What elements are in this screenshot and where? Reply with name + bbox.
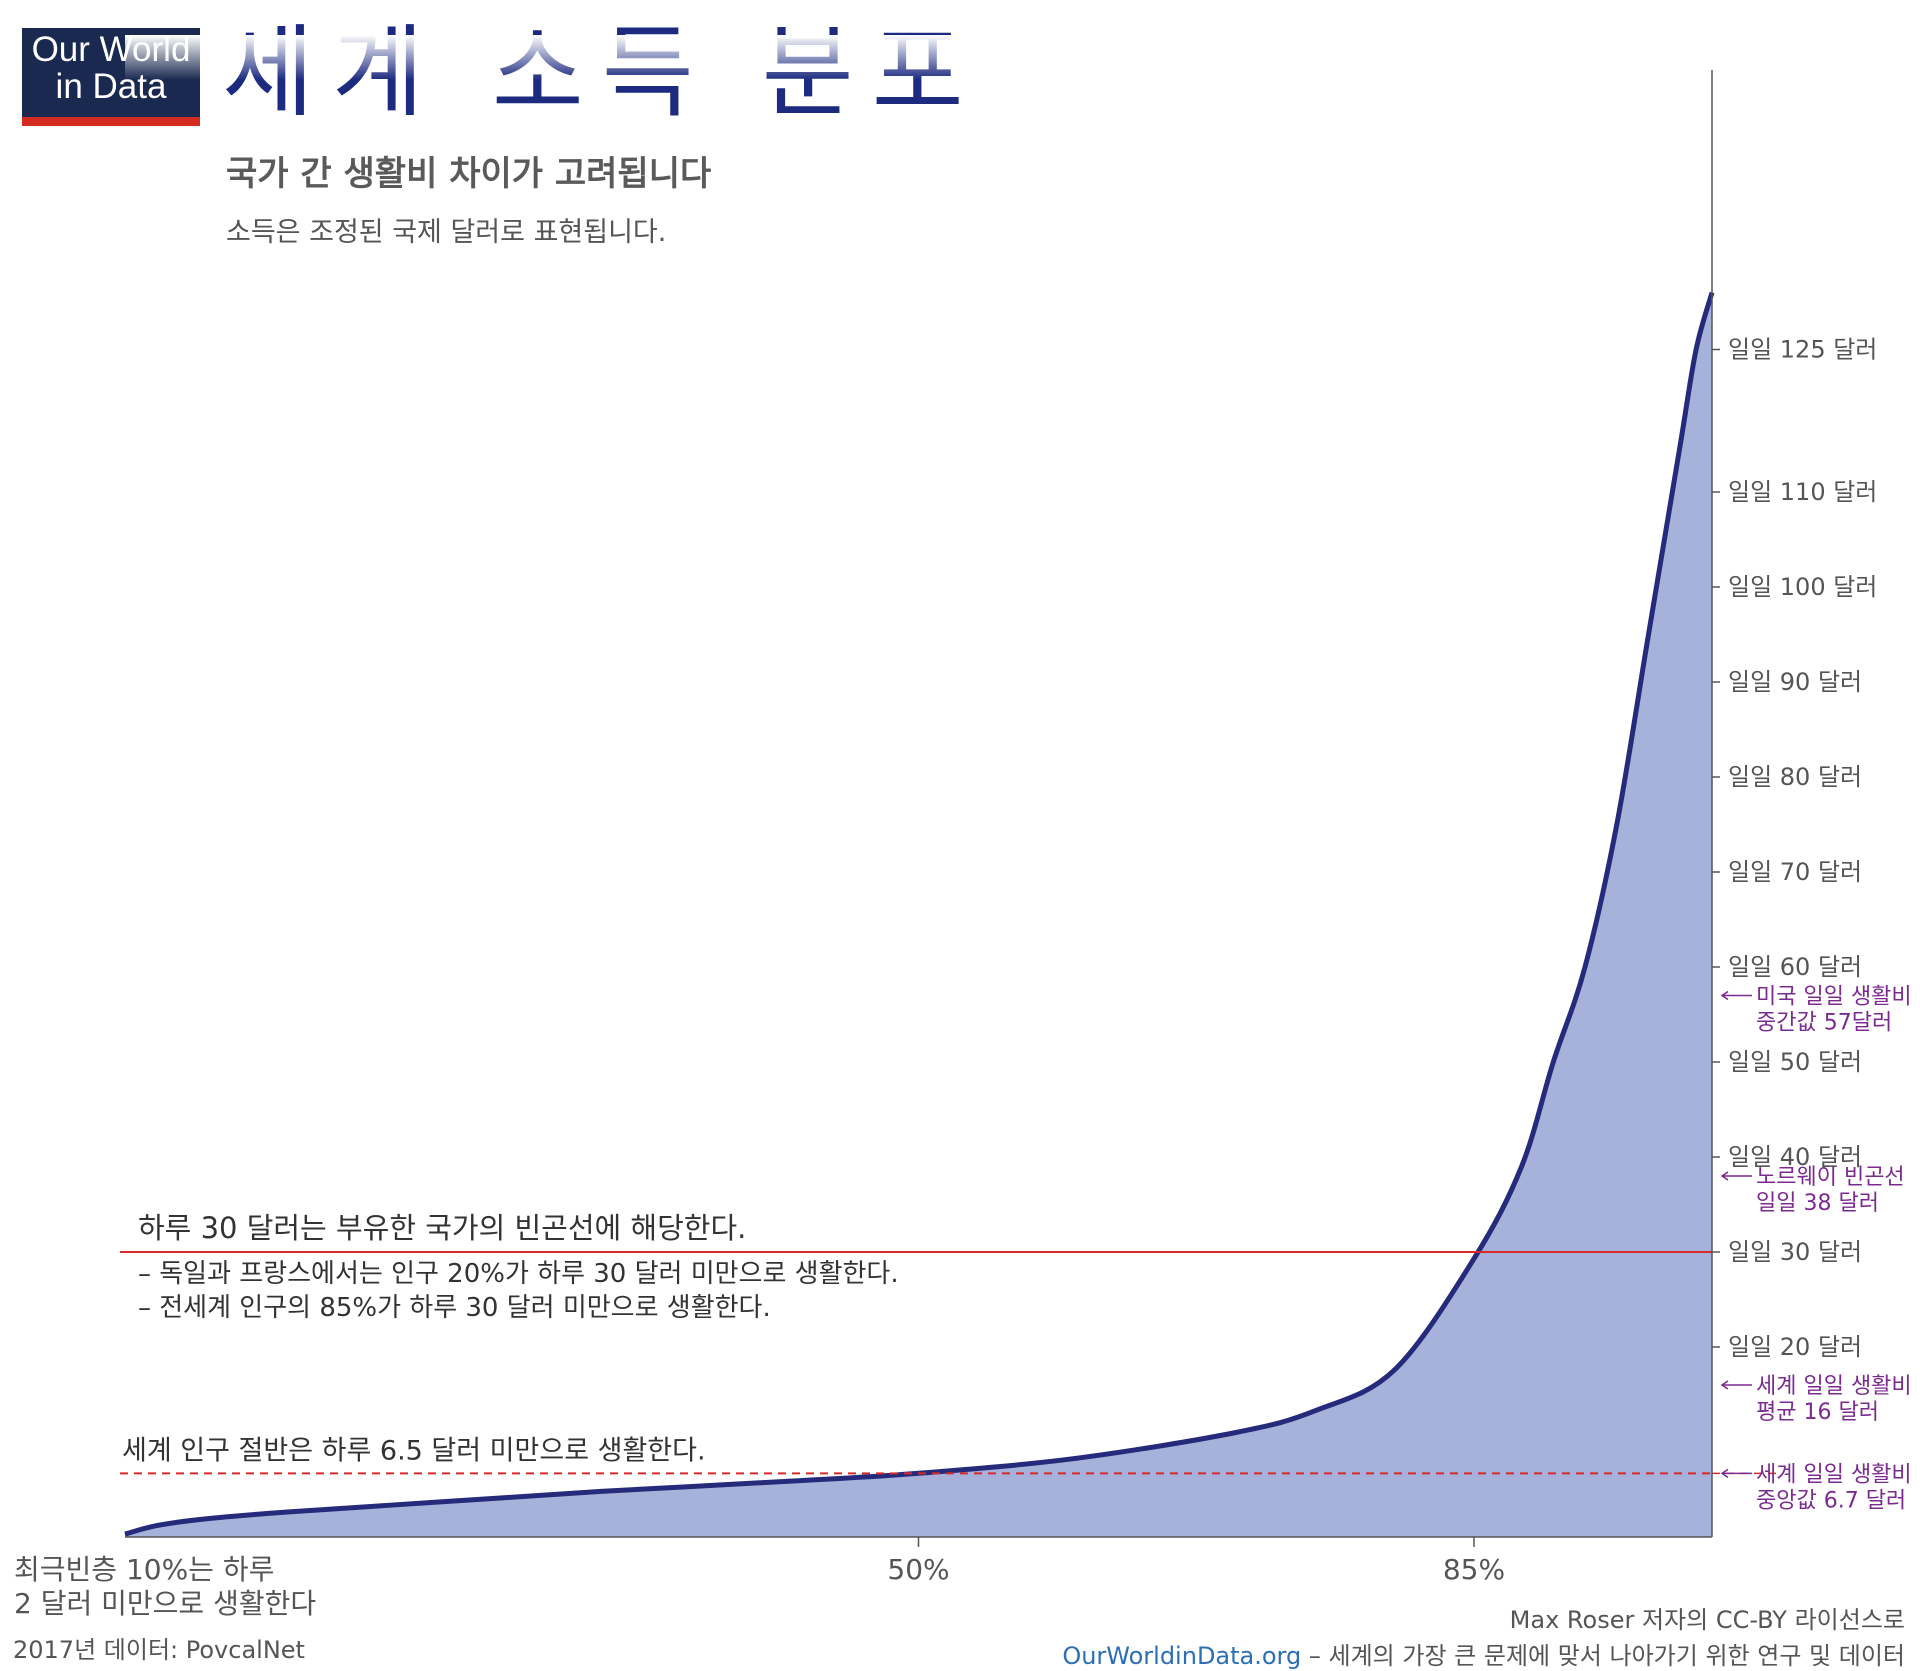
data-source: 2017년 데이터: PovcalNet bbox=[13, 1636, 305, 1664]
reference-note: – 전세계 인구의 85%가 하루 30 달러 미만으로 생활한다. bbox=[138, 1293, 771, 1323]
curve-fade bbox=[125, 35, 1717, 80]
annotation-label: 중앙값 6.7 달러 bbox=[1756, 1488, 1906, 1513]
y-tick-label: 일일 90 달러 bbox=[1728, 668, 1862, 696]
annotation-label: 세계 일일 생활비 bbox=[1756, 1374, 1912, 1399]
distribution-area bbox=[125, 292, 1712, 1537]
credit-site-line: OurWorldinData.org – 세계의 가장 큰 문제에 맞서 나아가… bbox=[1062, 1636, 1905, 1671]
y-tick-label: 일일 50 달러 bbox=[1728, 1048, 1862, 1076]
annotation-arrow bbox=[1720, 1380, 1752, 1390]
annotation-label: 평균 16 달러 bbox=[1756, 1400, 1879, 1425]
annotation-label: 노르웨이 빈곤선 bbox=[1756, 1165, 1905, 1190]
credit-tagline: – 세계의 가장 큰 문제에 맞서 나아가기 위한 연구 및 데이터 bbox=[1301, 1642, 1905, 1670]
distribution-curve bbox=[124, 291, 1715, 1537]
x-start-label: 최극빈층 10%는 하루 bbox=[14, 1553, 274, 1586]
reference-title: 하루 30 달러는 부유한 국가의 빈곤선에 해당한다. bbox=[138, 1211, 746, 1245]
y-tick-label: 일일 110 달러 bbox=[1728, 478, 1877, 506]
annotation-arrow bbox=[1720, 990, 1752, 1001]
y-tick-label: 일일 20 달러 bbox=[1728, 1333, 1862, 1361]
annotation-label: 중간값 57달러 bbox=[1756, 1011, 1892, 1036]
reference-title: 세계 인구 절반은 하루 6.5 달러 미만으로 생활한다. bbox=[122, 1435, 706, 1466]
y-tick-label: 일일 40 달러 bbox=[1728, 1143, 1862, 1171]
x-tick-label: 85% bbox=[1443, 1553, 1505, 1586]
x-tick-label: 50% bbox=[887, 1553, 949, 1586]
annotation-arrow bbox=[1720, 1468, 1752, 1478]
chart-subtitle: 국가 간 생활비 차이가 고려됩니다 bbox=[226, 154, 712, 194]
credit-license: Max Roser 저자의 CC-BY 라이선스로 bbox=[1509, 1606, 1905, 1634]
annotation-label: 일일 38 달러 bbox=[1756, 1191, 1879, 1216]
reference-note: – 독일과 프랑스에서는 인구 20%가 하루 30 달러 미만으로 생활한다. bbox=[138, 1259, 899, 1289]
y-tick-label: 일일 100 달러 bbox=[1728, 573, 1877, 601]
annotation-label: 미국 일일 생활비 bbox=[1756, 985, 1912, 1010]
y-tick-label: 일일 30 달러 bbox=[1728, 1238, 1862, 1266]
annotation-label: 세계 일일 생활비 bbox=[1756, 1462, 1912, 1487]
y-tick-label: 일일 125 달러 bbox=[1728, 336, 1877, 364]
units-note: 소득은 조정된 국제 달러로 표현됩니다. bbox=[226, 217, 667, 248]
y-tick-label: 일일 80 달러 bbox=[1728, 763, 1862, 791]
y-tick-label: 일일 70 달러 bbox=[1728, 858, 1862, 886]
annotation-arrow bbox=[1720, 1171, 1752, 1181]
site-link[interactable]: OurWorldinData.org bbox=[1062, 1642, 1302, 1670]
x-start-label: 2 달러 미만으로 생활한다 bbox=[14, 1587, 316, 1620]
y-tick-label: 일일 60 달러 bbox=[1728, 953, 1862, 981]
